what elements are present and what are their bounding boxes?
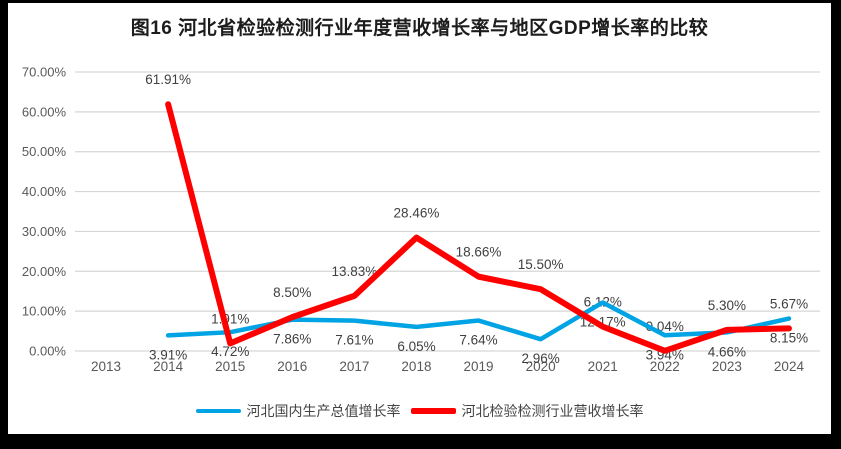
legend-line-swatch-revenue-growth: [410, 408, 456, 414]
data-label-gdp-growth: 2.96%: [521, 351, 559, 366]
x-axis-tick-label: 2019: [464, 359, 494, 374]
data-label-revenue-growth: 28.46%: [394, 206, 440, 221]
y-axis-tick-label: 30.00%: [22, 224, 67, 239]
data-label-revenue-growth: 1.91%: [211, 311, 249, 326]
y-axis-tick-label: 0.00%: [29, 344, 66, 359]
data-label-gdp-growth: 6.05%: [397, 339, 435, 354]
data-label-revenue-growth: 61.91%: [145, 72, 191, 87]
y-axis-tick-label: 50.00%: [22, 144, 67, 159]
x-axis-tick-label: 2022: [650, 359, 680, 374]
data-label-gdp-growth: 3.91%: [149, 347, 187, 362]
legend-item-revenue-growth: 河北检验检测行业营收增长率: [410, 401, 644, 421]
line-chart-plot-area: 0.00% 10.00% 20.00% 30.00% 40.00% 50.00% 60.00…: [22, 65, 820, 374]
legend: 河北国内生产总值增长率 河北检验检测行业营收增长率: [8, 400, 831, 422]
data-label-revenue-growth: 18.66%: [456, 245, 502, 260]
y-axis-tick-label: 40.00%: [22, 184, 67, 199]
x-axis-tick-label: 2023: [712, 359, 742, 374]
x-axis-tick-label: 2021: [588, 359, 618, 374]
x-axis-tick-label: 2015: [215, 359, 245, 374]
x-axis-tick-label: 2020: [526, 359, 556, 374]
y-axis-tick-label: 10.00%: [22, 304, 67, 319]
x-axis-tick-label: 2024: [774, 359, 805, 374]
legend-label-gdp-growth: 河北国内生产总值增长率: [246, 403, 401, 419]
data-label-gdp-growth: 3.94%: [646, 347, 684, 362]
legend-label-revenue-growth: 河北检验检测行业营收增长率: [461, 403, 644, 419]
x-axis-tick-label: 2013: [91, 359, 121, 374]
data-label-gdp-growth: 7.86%: [273, 332, 311, 347]
data-label-revenue-growth: 15.50%: [518, 257, 564, 272]
y-axis-tick-label: 20.00%: [22, 264, 67, 279]
revenue-growth-line: [165, 101, 792, 354]
data-label-gdp-growth: 8.15%: [770, 331, 808, 346]
data-label-gdp-growth: 4.72%: [211, 344, 249, 359]
data-label-gdp-growth: 7.61%: [335, 333, 373, 348]
data-label-gdp-growth: 4.66%: [708, 344, 746, 359]
legend-item-gdp-growth: 河北国内生产总值增长率: [195, 401, 401, 421]
data-label-gdp-growth: 7.64%: [459, 333, 497, 348]
x-axis-tick-label: 2016: [277, 359, 307, 374]
x-axis-tick-label: 2014: [153, 359, 184, 374]
y-axis-tick-label: 60.00%: [22, 104, 67, 119]
x-axis-tick-label: 2018: [401, 359, 431, 374]
chart-panel: 图16 河北省检验检测行业年度营收增长率与地区GDP增长率的比较 0.00% 10…: [8, 3, 831, 434]
legend-line-swatch-gdp-growth: [195, 409, 241, 413]
chart-title: 图16 河北省检验检测行业年度营收增长率与地区GDP增长率的比较: [130, 18, 709, 39]
data-label-revenue-growth: 5.30%: [708, 298, 746, 313]
data-label-revenue-growth: 8.50%: [273, 285, 311, 300]
x-axis-tick-label: 2017: [339, 359, 369, 374]
data-label-revenue-growth: 5.67%: [770, 296, 808, 311]
data-label-revenue-growth: 13.83%: [331, 264, 377, 279]
y-axis-tick-label: 70.00%: [22, 65, 67, 80]
